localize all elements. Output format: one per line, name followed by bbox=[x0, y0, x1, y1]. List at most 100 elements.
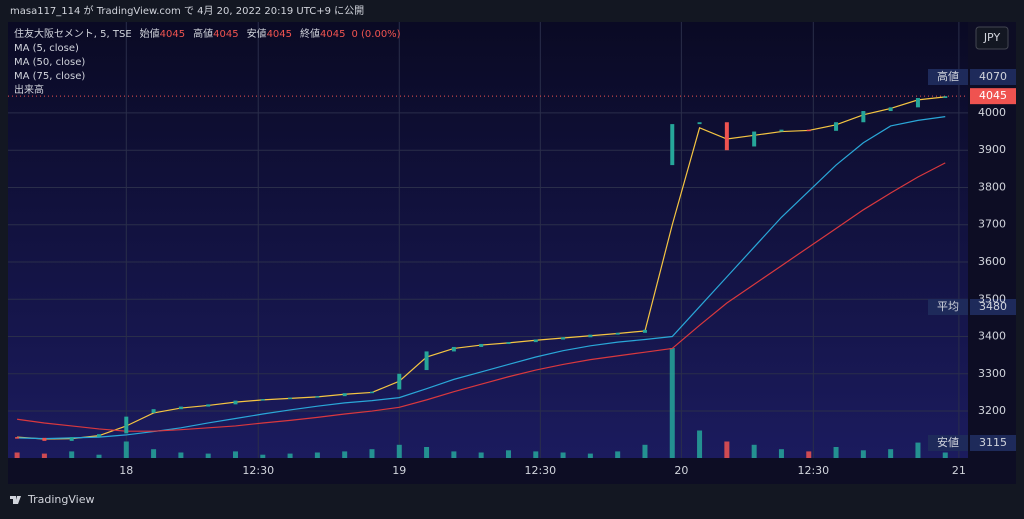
legend-entry: MA (5, close) bbox=[14, 43, 79, 54]
footer-brand: TradingView bbox=[27, 493, 94, 506]
side-label-box bbox=[928, 299, 968, 315]
x-tick-label: 12:30 bbox=[524, 464, 556, 477]
time-axis bbox=[8, 458, 1016, 484]
candle bbox=[724, 122, 729, 151]
y-tick-label: 3500 bbox=[978, 292, 1006, 305]
candle bbox=[533, 339, 538, 343]
x-tick-label: 12:30 bbox=[242, 464, 274, 477]
legend-entry: MA (75, close) bbox=[14, 71, 85, 82]
volume-bar bbox=[669, 348, 675, 458]
y-tick-label: 3600 bbox=[978, 255, 1006, 268]
side-label-name: 平均 bbox=[937, 300, 959, 313]
candle bbox=[861, 111, 866, 123]
currency: JPY bbox=[983, 31, 1001, 44]
candle bbox=[615, 332, 620, 335]
volume-bar bbox=[396, 444, 402, 458]
side-label-value-box bbox=[970, 69, 1016, 85]
legend-main: 住友大阪セメント, 5, TSE 始値4045 高値4045 安値4045 終値4045… bbox=[14, 27, 401, 40]
candle bbox=[151, 409, 156, 413]
side-label-value: 3115 bbox=[979, 436, 1007, 449]
side-label-name: 安値 bbox=[937, 435, 959, 449]
candle bbox=[588, 334, 593, 338]
x-tick-label: 19 bbox=[392, 464, 406, 477]
volume-bar bbox=[123, 441, 129, 458]
volume-bar bbox=[478, 452, 484, 458]
candle bbox=[42, 437, 47, 441]
candle bbox=[752, 131, 757, 147]
side-label-value-box bbox=[970, 435, 1016, 451]
legend: 住友大阪セメント, 5, TSE 始値4045 高値4045 安値4045 終値4045… bbox=[14, 27, 401, 96]
volume-bar bbox=[533, 451, 539, 458]
currency-button[interactable] bbox=[975, 26, 1009, 50]
legend-entry: MA (50, close) bbox=[14, 57, 85, 68]
volume-bar bbox=[342, 451, 348, 458]
candle bbox=[69, 437, 74, 441]
volume-bar bbox=[888, 449, 894, 458]
legend-item: 終値 bbox=[300, 27, 320, 40]
side-label-value-box bbox=[970, 299, 1016, 315]
candle bbox=[561, 337, 566, 340]
legend-item: 4045 bbox=[320, 29, 345, 40]
side-label-value: 4070 bbox=[979, 70, 1007, 83]
candle bbox=[369, 391, 374, 394]
volume-bar bbox=[178, 452, 184, 458]
volume-bar bbox=[615, 451, 621, 458]
y-tick-label: 4000 bbox=[978, 106, 1006, 119]
side-labels: 高値 4070 平均 3480 安値 3115 bbox=[928, 69, 1016, 451]
ma-line bbox=[17, 162, 946, 432]
volume-bar bbox=[860, 450, 866, 458]
candle bbox=[342, 393, 347, 397]
legend-item: 安値 bbox=[247, 27, 267, 40]
plot-area bbox=[8, 22, 968, 458]
candle bbox=[451, 346, 456, 352]
side-label-value: 3480 bbox=[979, 300, 1007, 313]
x-tick-label: 18 bbox=[119, 464, 133, 477]
volume-bar bbox=[724, 441, 730, 458]
y-tick-label: 3700 bbox=[978, 218, 1006, 231]
legend-item: 住友大阪セメント, 5, TSE bbox=[14, 27, 132, 40]
volume-bar bbox=[642, 444, 648, 458]
y-tick-label: 3300 bbox=[978, 367, 1006, 380]
candle bbox=[834, 122, 839, 131]
volume-bar bbox=[778, 449, 784, 458]
last-price: 4045 bbox=[979, 89, 1007, 102]
candle bbox=[806, 129, 811, 132]
candle bbox=[888, 107, 893, 112]
volume-bar bbox=[915, 442, 921, 458]
volume-bar bbox=[587, 453, 593, 458]
volume-bar bbox=[833, 447, 839, 458]
volume-bar bbox=[287, 453, 293, 458]
last-price-tag bbox=[970, 88, 1016, 105]
candle bbox=[233, 400, 238, 405]
candle bbox=[943, 96, 948, 99]
plot bbox=[8, 22, 968, 458]
candle bbox=[670, 124, 675, 166]
candle bbox=[288, 397, 293, 400]
candle bbox=[315, 396, 320, 398]
volume-bar bbox=[96, 454, 102, 458]
candle bbox=[260, 399, 265, 401]
candle bbox=[697, 122, 702, 125]
legend-item: 4045 bbox=[267, 29, 292, 40]
x-tick-label: 21 bbox=[952, 464, 966, 477]
legend-item: 始値 bbox=[140, 27, 160, 40]
legend-entry: 出来高 bbox=[14, 83, 44, 96]
candle bbox=[479, 343, 484, 347]
legend-item: 4045 bbox=[213, 29, 238, 40]
y-tick-label: 3400 bbox=[978, 330, 1006, 343]
volume-bar bbox=[505, 450, 511, 458]
candle bbox=[15, 437, 20, 439]
side-label-box bbox=[928, 435, 968, 451]
y-tick-label: 3200 bbox=[978, 404, 1006, 417]
legend-item: 高値 bbox=[193, 27, 213, 40]
candle bbox=[178, 406, 183, 410]
volume-bar bbox=[424, 447, 430, 458]
volume-bar bbox=[942, 452, 948, 458]
volume-bar bbox=[41, 453, 47, 458]
header: masa117_114 が TradingView.com で 4月 20, 2… bbox=[10, 4, 364, 17]
volume-bar bbox=[451, 451, 457, 458]
volume-bar bbox=[369, 449, 375, 458]
volume-bar bbox=[260, 454, 266, 458]
candle bbox=[124, 416, 129, 434]
